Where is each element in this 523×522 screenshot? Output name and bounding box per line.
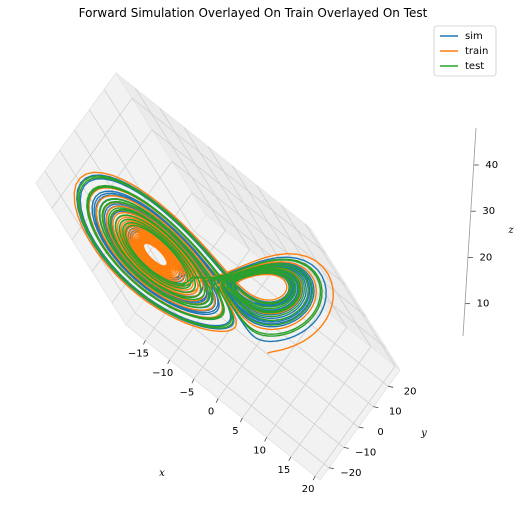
legend-label-test: test — [465, 61, 484, 72]
legend-box — [433, 25, 497, 77]
z-grid-back — [131, 97, 327, 254]
x-axis-label: x — [159, 468, 165, 479]
y-axis-label: y — [420, 428, 427, 439]
x-grid-back — [304, 223, 396, 367]
y-tick-mark — [328, 467, 334, 470]
y-grid-floor — [134, 312, 330, 469]
x-grid-floor — [193, 269, 275, 380]
legend-label-sim: sim — [465, 31, 483, 42]
x-tick-label: −5 — [180, 387, 195, 398]
z-grid-left — [51, 98, 133, 209]
y-tick-mark — [358, 426, 364, 429]
x-tick-mark — [143, 340, 146, 345]
z-tick-label: 40 — [485, 160, 498, 171]
z-axis-label: z — [507, 225, 514, 236]
x-tick-mark — [312, 475, 316, 481]
y-tick-mark — [373, 406, 379, 409]
z-tick-label: 10 — [477, 299, 490, 310]
x-tick-label: 20 — [302, 484, 315, 495]
x-grid-back — [159, 107, 250, 251]
y-tick-label: 0 — [377, 427, 383, 438]
x-grid-floor — [314, 365, 396, 477]
x-grid-floor — [266, 327, 347, 438]
x-tick-label: 15 — [278, 465, 291, 476]
chart-title: Forward Simulation Overlayed On Train Ov… — [79, 6, 428, 20]
y-tick-mark — [343, 447, 349, 449]
x-grid-floor — [290, 346, 372, 457]
x-grid-back — [183, 127, 275, 270]
x-tick-mark — [264, 437, 268, 442]
y-tick-label: 20 — [404, 386, 417, 397]
series-lines — [73, 171, 334, 354]
x-tick-label: 10 — [253, 445, 266, 456]
y-grid-left — [103, 89, 195, 232]
z-axis-line — [462, 127, 477, 337]
y-grid-floor — [164, 271, 359, 428]
x-tick-mark — [288, 456, 292, 461]
y-tick-label: −10 — [355, 447, 376, 458]
x-grid-back — [135, 88, 226, 231]
legend: sim train test — [433, 25, 497, 77]
x-tick-label: −10 — [152, 368, 173, 379]
z-tick-label: 30 — [482, 206, 495, 217]
legend-label-train: train — [465, 46, 488, 57]
z-grid-back — [151, 129, 347, 286]
series-line-train — [73, 171, 334, 354]
x-tick-label: 5 — [232, 426, 238, 437]
x-tick-label: 0 — [208, 407, 214, 418]
x-tick-label: −15 — [128, 349, 149, 360]
z-tick-label: 20 — [480, 252, 493, 263]
y-grid-left — [74, 129, 165, 273]
x-grid-back — [280, 204, 372, 347]
y-tick-label: 10 — [389, 407, 402, 418]
x-tick-mark — [191, 379, 195, 384]
x-tick-mark — [240, 417, 243, 423]
y-tick-mark — [388, 385, 394, 388]
x-tick-mark — [215, 398, 219, 403]
series-line-test — [77, 175, 323, 337]
back-wall-pane — [115, 72, 401, 371]
x-tick-mark — [167, 359, 171, 365]
y-tick-label: −20 — [340, 468, 361, 479]
